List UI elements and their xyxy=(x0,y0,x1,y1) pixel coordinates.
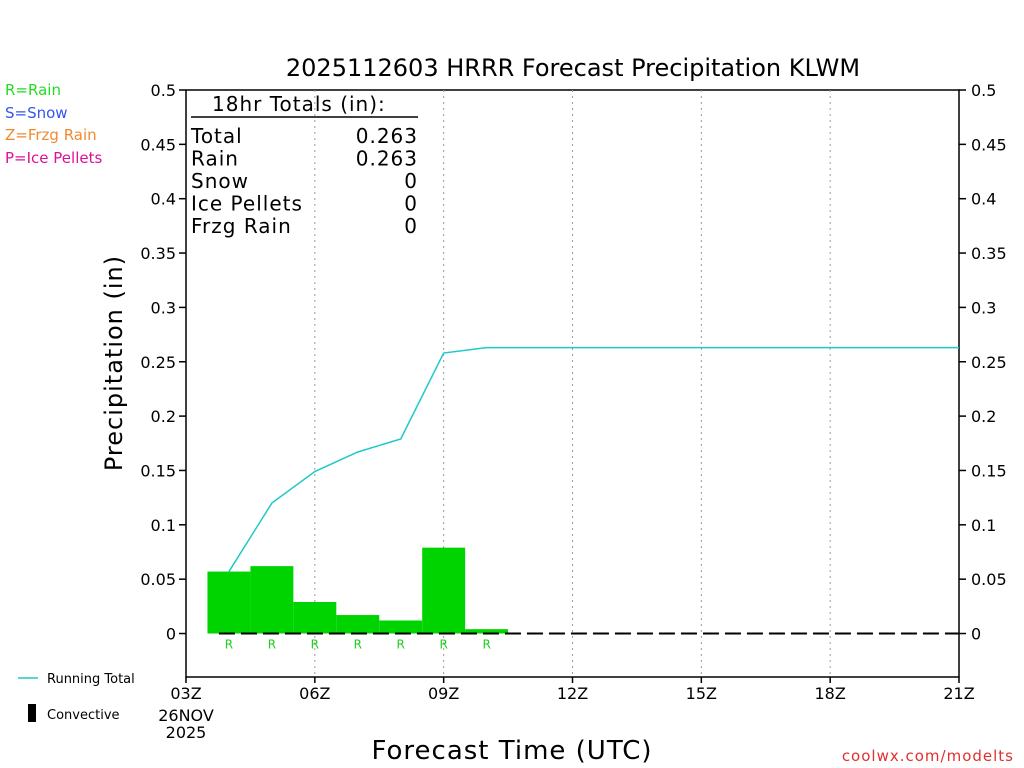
running-total-layer xyxy=(228,346,959,572)
ptype-marker: R xyxy=(268,638,276,652)
x-tick-label: 12Z xyxy=(557,684,588,703)
ptype-marker: R xyxy=(354,638,362,652)
y-tick-label-right: 0.1 xyxy=(971,516,996,535)
y-tick-label-left: 0.3 xyxy=(151,298,176,317)
bars xyxy=(207,547,509,634)
ptype-marker: R xyxy=(439,638,447,652)
x-tick-label: 15Z xyxy=(686,684,717,703)
y-tick-label-left: 0.15 xyxy=(140,461,176,480)
y-tick-label-left: 0.5 xyxy=(151,81,176,100)
running-total-line xyxy=(228,346,959,572)
totals-row-label: Ice Pellets xyxy=(191,192,303,216)
y-tick-label-left: 0.45 xyxy=(140,135,176,154)
y-tick-label-right: 0.25 xyxy=(971,353,1007,372)
totals-row-label: Frzg Rain xyxy=(191,214,292,238)
x-tick-label: 21Z xyxy=(943,684,974,703)
ptype-marker: R xyxy=(311,638,319,652)
y-tick-label-right: 0.45 xyxy=(971,135,1007,154)
y-tick-label-left: 0 xyxy=(166,625,176,644)
totals-box: 18hr Totals (in): Total 0.263 Rain 0.263 Sno… xyxy=(190,92,418,238)
running-total-legend-label: Running Total xyxy=(47,672,135,687)
x-tick-label: 03Z xyxy=(170,684,201,703)
y-tick-label-left: 0.35 xyxy=(140,244,176,263)
credit-text: coolwx.com/modelts xyxy=(842,747,1014,765)
y-tick-label-right: 0.4 xyxy=(971,190,996,209)
y-tick-label-left: 0.4 xyxy=(151,190,176,209)
x-tick-label: 18Z xyxy=(815,684,846,703)
y-tick-label-right: 0.3 xyxy=(971,298,996,317)
precip-bar xyxy=(293,601,337,634)
precip-bar xyxy=(336,615,380,634)
convective-legend-swatch xyxy=(28,704,36,722)
y-tick-label-right: 0.15 xyxy=(971,461,1007,480)
totals-row-value: 0.263 xyxy=(356,124,418,148)
y-axis-left: 0 0.05 0.1 0.15 0.2 0.25 0.3 0.35 0.4 0.45 0.5 xyxy=(140,81,186,644)
ptype-legend-snow: S=Snow xyxy=(5,104,68,122)
precip-bar xyxy=(422,547,466,634)
x-tick-label: 09Z xyxy=(428,684,459,703)
ptype-legend-pellets: P=Ice Pellets xyxy=(5,149,103,167)
y-tick-label-right: 0 xyxy=(971,625,981,644)
totals-row-label: Total xyxy=(190,124,243,148)
ptype-legend-rain: R=Rain xyxy=(5,81,61,99)
ptype-marker: R xyxy=(225,638,233,652)
x-date-year: 2025 xyxy=(166,723,207,742)
precip-bar xyxy=(379,620,423,634)
x-tick-label: 06Z xyxy=(299,684,330,703)
ptype-legend-frzg: Z=Frzg Rain xyxy=(5,126,97,144)
y-axis-label: Precipitation (in) xyxy=(100,255,128,471)
precip-bar xyxy=(465,629,509,634)
ptype-marker: R xyxy=(397,638,405,652)
y-tick-label-right: 0.5 xyxy=(971,81,996,100)
totals-row-value: 0 xyxy=(404,214,418,238)
totals-title: 18hr Totals (in): xyxy=(212,92,386,116)
precip-bar xyxy=(207,571,251,634)
totals-row-label: Rain xyxy=(191,147,239,171)
y-tick-label-right: 0.05 xyxy=(971,570,1007,589)
totals-row-value: 0 xyxy=(404,192,418,216)
totals-row-label: Snow xyxy=(191,169,249,193)
chart-title: 2025112603 HRRR Forecast Precipitation K… xyxy=(286,54,860,82)
y-tick-label-right: 0.2 xyxy=(971,407,996,426)
y-tick-label-right: 0.35 xyxy=(971,244,1007,263)
x-axis-label: Forecast Time (UTC) xyxy=(371,736,652,766)
y-tick-label-left: 0.05 xyxy=(140,570,176,589)
y-tick-label-left: 0.2 xyxy=(151,407,176,426)
y-tick-label-left: 0.25 xyxy=(140,353,176,372)
y-axis-right: 0 0.05 0.1 0.15 0.2 0.25 0.3 0.35 0.4 0.45 0.5 xyxy=(959,81,1007,644)
x-date-day: 26NOV xyxy=(158,706,214,725)
totals-row-value: 0 xyxy=(404,169,418,193)
y-tick-label-left: 0.1 xyxy=(151,516,176,535)
gridlines xyxy=(314,90,831,677)
totals-rows: Total 0.263 Rain 0.263 Snow 0 Ice Pellets 0 Frzg… xyxy=(190,124,418,238)
totals-row-value: 0.263 xyxy=(356,147,418,171)
precip-bar xyxy=(250,566,294,634)
convective-legend-label: Convective xyxy=(47,708,120,723)
ptype-marker: R xyxy=(482,638,490,652)
x-axis: 03Z 06Z 09Z 12Z 15Z 18Z 21Z xyxy=(170,677,975,703)
